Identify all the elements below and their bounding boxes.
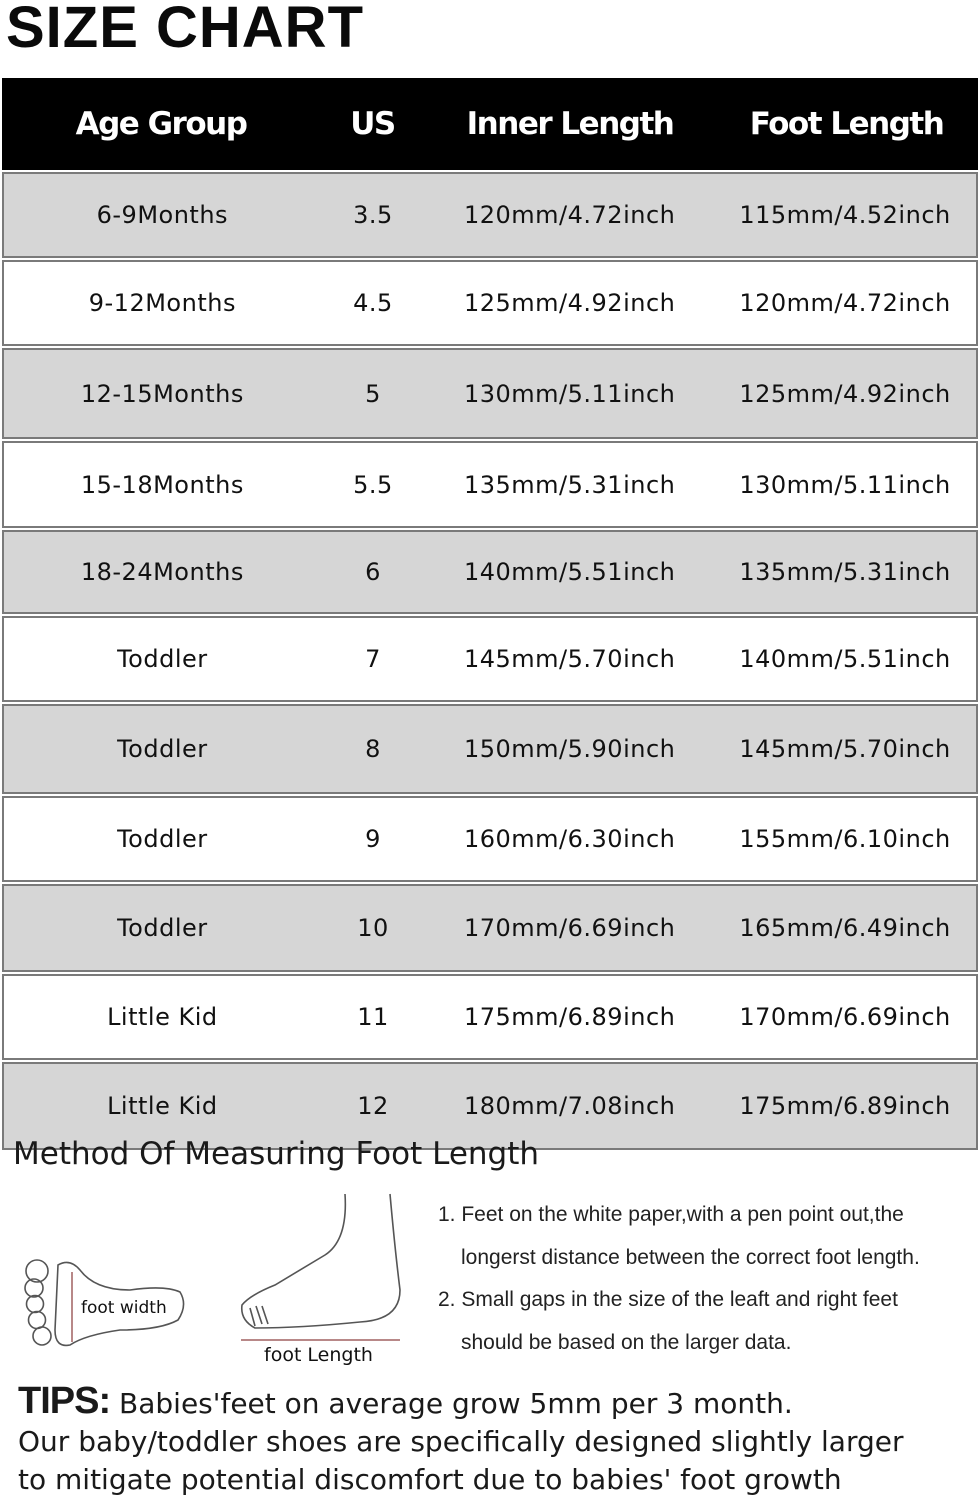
- age-group-cell: 6-9Months: [96, 201, 229, 229]
- us-size-cell: 7: [365, 645, 381, 673]
- table-row: Little Kid 11 175mm/6.89inch 170mm/6.69inch: [2, 974, 978, 1060]
- table-row: 15-18Months 5.5 135mm/5.31inch 130mm/5.11in…: [2, 441, 978, 528]
- age-group-cell: 15-18Months: [80, 470, 244, 499]
- tips-line-2: Our baby/toddler shoes are specifically …: [18, 1425, 904, 1458]
- header-inner-length: Inner Length: [466, 106, 675, 142]
- inner-length-cell: 120mm/4.72inch: [463, 201, 676, 229]
- foot-length-cell: 125mm/4.92inch: [739, 379, 951, 408]
- foot-length-cell: 130mm/5.11inch: [739, 470, 951, 499]
- header-foot-length: Foot Length: [749, 106, 945, 142]
- foot-side-view-icon: [240, 1193, 401, 1329]
- measuring-steps: 1. Feet on the white paper,with a pen po…: [438, 1194, 920, 1364]
- us-size-cell: 11: [357, 1003, 389, 1031]
- foot-length-cell: 140mm/5.51inch: [739, 645, 951, 673]
- inner-length-cell: 150mm/5.90inch: [463, 735, 676, 763]
- inner-length-cell: 145mm/5.70inch: [463, 645, 676, 673]
- us-size-cell: 5.5: [353, 470, 393, 499]
- tips-line-3: to mitigate potential discomfort due to …: [18, 1463, 842, 1496]
- age-group-cell: Toddler: [117, 825, 208, 853]
- tips: TIPS: Babies'feet on average grow 5mm pe…: [18, 1380, 903, 1499]
- inner-length-cell: 130mm/5.11inch: [463, 379, 676, 408]
- foot-length-cell: 145mm/5.70inch: [739, 735, 951, 763]
- size-table: Age Group US Inner Length Foot Length 6-…: [2, 78, 978, 1150]
- us-size-cell: 4.5: [353, 289, 393, 317]
- age-group-cell: Little Kid: [107, 1092, 218, 1120]
- age-group-cell: Little Kid: [107, 1003, 218, 1031]
- foot-top-view-icon: [24, 1259, 185, 1347]
- inner-length-cell: 170mm/6.69inch: [463, 914, 676, 942]
- table-row: Toddler 10 170mm/6.69inch 165mm/6.49inch: [2, 884, 978, 972]
- us-size-cell: 10: [357, 914, 389, 942]
- header-us: US: [350, 106, 396, 142]
- foot-length-cell: 120mm/4.72inch: [739, 289, 951, 317]
- foot-length-cell: 155mm/6.10inch: [739, 825, 951, 853]
- header-age-group: Age Group: [75, 106, 248, 142]
- age-group-cell: Toddler: [117, 914, 208, 942]
- table-row: Toddler 8 150mm/5.90inch 145mm/5.70inch: [2, 704, 978, 794]
- table-row: Toddler 9 160mm/6.30inch 155mm/6.10inch: [2, 796, 978, 882]
- foot-length-cell: 135mm/5.31inch: [739, 558, 951, 586]
- table-row: 6-9Months 3.5 120mm/4.72inch 115mm/4.52inch: [2, 172, 978, 258]
- table-row: 18-24Months 6 140mm/5.51inch 135mm/5.31inch: [2, 530, 978, 614]
- age-group-cell: 18-24Months: [80, 558, 244, 586]
- foot-width-label: foot width: [81, 1298, 167, 1318]
- us-size-cell: 6: [365, 558, 381, 586]
- step-1-line-1: 1. Feet on the white paper,with a pen po…: [438, 1203, 904, 1226]
- age-group-cell: Toddler: [117, 645, 208, 673]
- tips-label: TIPS:: [18, 1380, 111, 1422]
- inner-length-cell: 125mm/4.92inch: [463, 289, 676, 317]
- age-group-cell: 9-12Months: [88, 289, 236, 317]
- foot-length-cell: 175mm/6.89inch: [739, 1092, 951, 1120]
- us-size-cell: 5: [365, 379, 381, 408]
- tips-line-1: Babies'feet on average grow 5mm per 3 mo…: [119, 1387, 793, 1420]
- foot-illustration: [24, 1193, 401, 1347]
- inner-length-cell: 180mm/7.08inch: [463, 1092, 676, 1120]
- inner-length-cell: 160mm/6.30inch: [463, 825, 676, 853]
- inner-length-cell: 175mm/6.89inch: [463, 1003, 676, 1031]
- us-size-cell: 9: [365, 825, 381, 853]
- table-row: 9-12Months 4.5 125mm/4.92inch 120mm/4.72inc…: [2, 260, 978, 346]
- age-group-cell: 12-15Months: [80, 379, 244, 408]
- us-size-cell: 3.5: [353, 201, 393, 229]
- page-title: SIZE CHART: [6, 0, 364, 60]
- foot-length-cell: 115mm/4.52inch: [739, 201, 951, 229]
- table-row: 12-15Months 5 130mm/5.11inch 125mm/4.92inch: [2, 348, 978, 439]
- inner-length-cell: 140mm/5.51inch: [463, 558, 676, 586]
- step-2-line-1: 2. Small gaps in the size of the leaft a…: [438, 1288, 898, 1311]
- table-row: Little Kid 12 180mm/7.08inch 175mm/6.89inch: [2, 1062, 978, 1150]
- step-1-line-2: longerst distance between the correct fo…: [461, 1245, 920, 1269]
- us-size-cell: 12: [357, 1092, 389, 1120]
- method-title: Method Of Measuring Foot Length: [13, 1136, 540, 1172]
- us-size-cell: 8: [365, 735, 381, 763]
- age-group-cell: Toddler: [117, 735, 208, 763]
- table-header: Age Group US Inner Length Foot Length: [2, 78, 978, 170]
- step-2-line-2: should be based on the larger data.: [461, 1330, 792, 1354]
- foot-length-cell: 170mm/6.69inch: [739, 1003, 951, 1031]
- foot-length-cell: 165mm/6.49inch: [739, 914, 951, 942]
- inner-length-cell: 135mm/5.31inch: [463, 470, 676, 499]
- foot-length-label: foot Length: [264, 1344, 373, 1366]
- table-row: Toddler 7 145mm/5.70inch 140mm/5.51inch: [2, 616, 978, 702]
